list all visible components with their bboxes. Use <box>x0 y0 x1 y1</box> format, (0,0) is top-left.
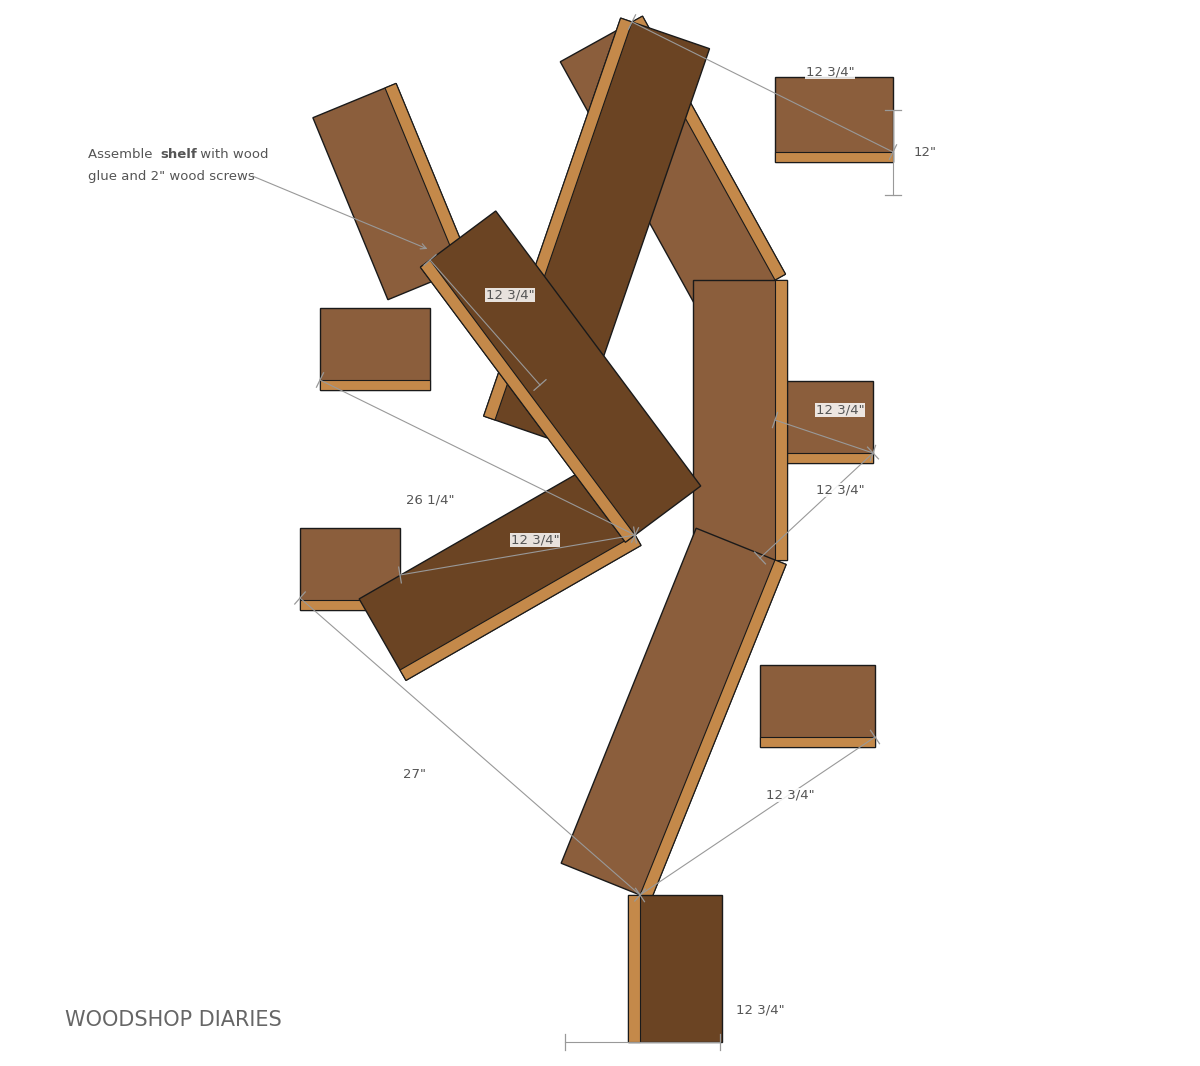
Text: with wood: with wood <box>196 148 269 161</box>
Polygon shape <box>560 16 786 320</box>
Text: glue and 2" wood screws: glue and 2" wood screws <box>88 169 254 183</box>
Text: 12 3/4": 12 3/4" <box>486 289 534 302</box>
Polygon shape <box>562 529 786 900</box>
Text: shelf: shelf <box>160 148 197 161</box>
Polygon shape <box>484 18 709 447</box>
Polygon shape <box>775 280 787 560</box>
Polygon shape <box>628 895 640 1041</box>
Polygon shape <box>300 600 400 610</box>
Text: 12 3/4": 12 3/4" <box>816 484 864 497</box>
Polygon shape <box>420 211 701 543</box>
Polygon shape <box>775 381 874 463</box>
Polygon shape <box>320 308 430 390</box>
Text: 26 1/4": 26 1/4" <box>406 494 455 506</box>
Polygon shape <box>628 895 722 1041</box>
Polygon shape <box>640 560 786 900</box>
Polygon shape <box>775 453 874 463</box>
Text: 12": 12" <box>913 145 936 159</box>
Polygon shape <box>320 379 430 390</box>
Text: 12 3/4": 12 3/4" <box>736 1003 785 1017</box>
Polygon shape <box>400 535 641 680</box>
Polygon shape <box>313 83 472 300</box>
Text: WOODSHOP DIARIES: WOODSHOP DIARIES <box>65 1010 282 1030</box>
Polygon shape <box>359 464 641 680</box>
Polygon shape <box>760 665 875 747</box>
Polygon shape <box>775 77 893 162</box>
Polygon shape <box>694 280 787 560</box>
Polygon shape <box>760 737 875 747</box>
Text: Assemble: Assemble <box>88 148 157 161</box>
Text: 12 3/4": 12 3/4" <box>511 533 559 547</box>
Polygon shape <box>632 16 786 280</box>
Text: 27": 27" <box>403 769 426 781</box>
Polygon shape <box>385 83 472 270</box>
Text: 12 3/4": 12 3/4" <box>816 404 864 417</box>
Polygon shape <box>420 260 635 543</box>
Polygon shape <box>300 528 400 610</box>
Text: 12 3/4": 12 3/4" <box>766 789 815 802</box>
Polygon shape <box>775 152 893 162</box>
Polygon shape <box>484 18 632 420</box>
Text: 12 3/4": 12 3/4" <box>805 65 854 79</box>
